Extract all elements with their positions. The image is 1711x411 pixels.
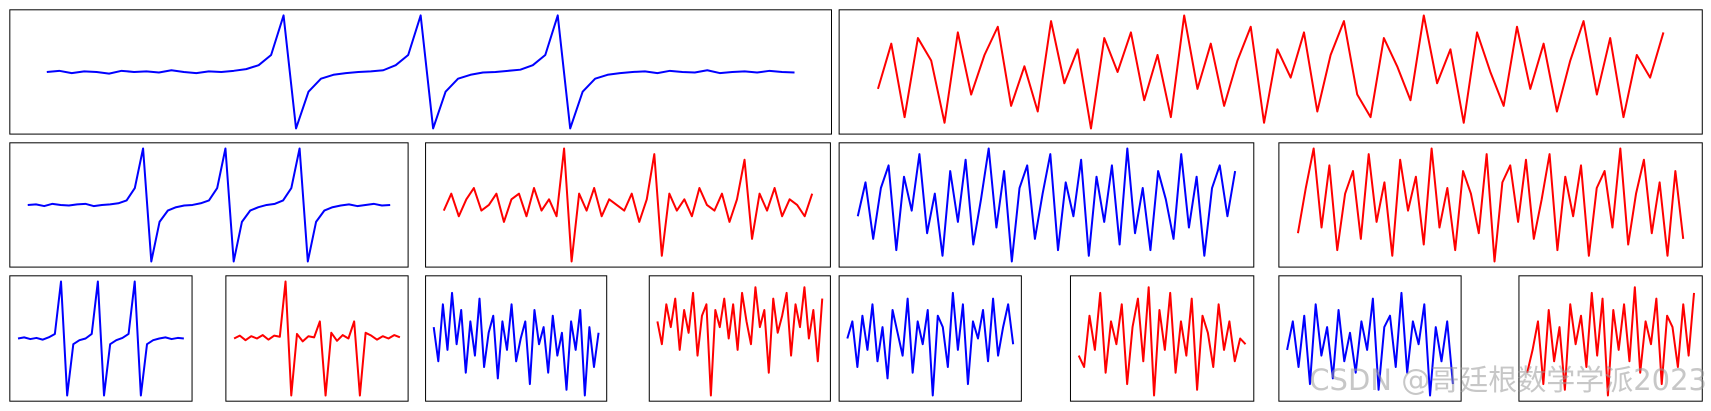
signal-line xyxy=(1286,291,1454,397)
signal-line xyxy=(233,280,401,397)
signal-line xyxy=(656,286,824,397)
panel-frame xyxy=(1278,275,1462,402)
panel-frame xyxy=(9,142,409,268)
signal-line xyxy=(432,291,600,397)
panel-frame xyxy=(9,275,193,402)
panel-frame xyxy=(838,142,1255,268)
signal-line xyxy=(856,147,1237,263)
panel-frame xyxy=(425,275,608,402)
signal-line xyxy=(17,280,184,397)
panel-frame xyxy=(648,275,831,402)
signal-line xyxy=(27,147,391,263)
panel-frame xyxy=(425,142,831,268)
watermark: CSDN @哥廷根数学学派2023 xyxy=(1309,363,1707,397)
signal-line xyxy=(1526,286,1696,397)
panel-frame xyxy=(225,275,409,402)
panel-frame xyxy=(1518,275,1703,402)
panel-frame xyxy=(1278,142,1703,268)
signal-line xyxy=(1077,286,1247,397)
signal-line xyxy=(1296,147,1685,263)
signal-line xyxy=(846,291,1015,397)
panel-frame xyxy=(838,9,1703,135)
panel-frame xyxy=(9,9,832,135)
signal-line xyxy=(442,147,814,263)
signal-line xyxy=(46,14,795,130)
signal-line xyxy=(877,14,1665,130)
panel-frame xyxy=(1069,275,1255,402)
panel-frame xyxy=(838,275,1022,402)
